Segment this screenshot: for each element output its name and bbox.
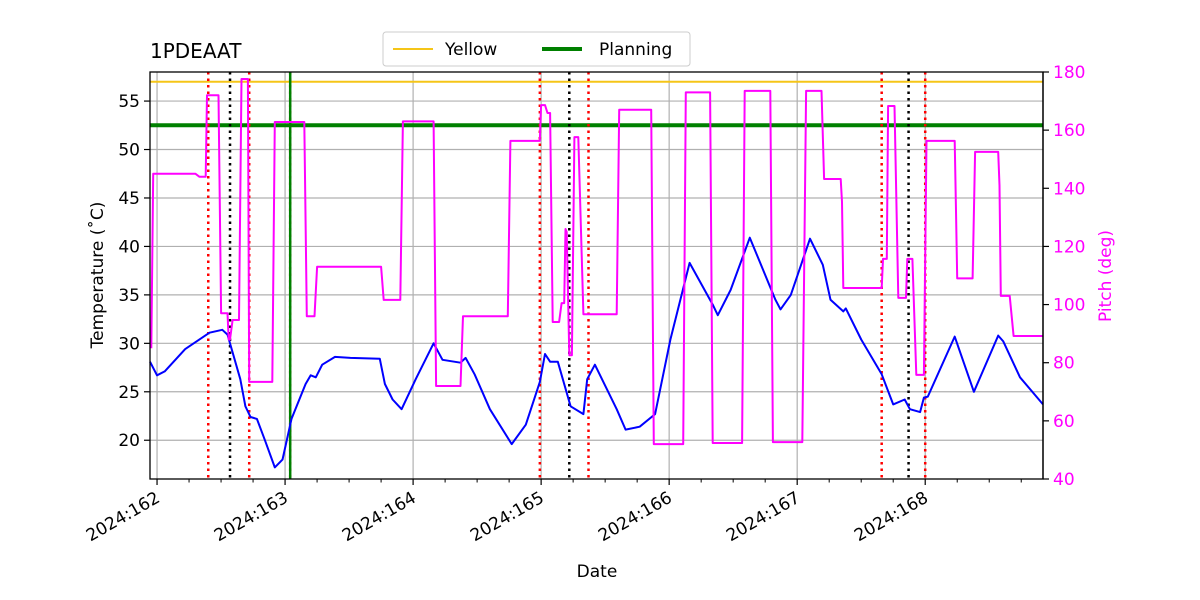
legend-label-yellow: Yellow [444, 40, 497, 60]
temperature-series-line [149, 236, 1044, 469]
y2-tick-label: 120 [1053, 237, 1085, 257]
x-tick-label: 2024:164 [339, 488, 420, 546]
x-tick-label: 2024:168 [851, 488, 932, 546]
y-tick-label: 25 [118, 383, 140, 403]
y-axis-label: Temperature (˚C) [87, 202, 108, 350]
y2-tick-label: 180 [1053, 63, 1085, 83]
y-tick-label: 45 [118, 189, 140, 209]
y-tick-label: 35 [118, 286, 140, 306]
x-tick-label: 2024:163 [211, 488, 292, 546]
y-tick-label: 30 [118, 334, 140, 354]
y2-tick-label: 80 [1053, 354, 1075, 374]
y-tick-label: 20 [118, 431, 140, 451]
y2-tick-label: 160 [1053, 121, 1085, 141]
legend: Yellow Planning [382, 31, 691, 67]
y2-tick-label: 60 [1053, 412, 1075, 432]
y-tick-label: 50 [118, 141, 140, 161]
y2-tick-label: 40 [1053, 470, 1075, 490]
y-tick-label: 40 [118, 237, 140, 257]
x-tick-label: 2024:162 [83, 488, 164, 546]
legend-box [382, 31, 691, 67]
axes: 2024:162 2024:163 2024:164 2024:165 2024:166… [83, 63, 1085, 546]
legend-label-planning: Planning [599, 40, 672, 60]
reference-lines [150, 72, 1043, 479]
y2-tick-label: 140 [1053, 179, 1085, 199]
y2-axis-label: Pitch (deg) [1096, 230, 1116, 322]
x-axis-label: Date [577, 562, 618, 582]
pitch-series-line [150, 78, 1043, 446]
series-layer [149, 78, 1044, 469]
x-tick-label: 2024:167 [723, 488, 804, 546]
y-tick-label: 55 [118, 92, 140, 112]
x-tick-label: 2024:166 [595, 488, 676, 546]
x-tick-label: 2024:165 [467, 488, 548, 546]
chart-title: 1PDEAAT [150, 39, 242, 63]
y2-tick-label: 100 [1053, 296, 1085, 316]
